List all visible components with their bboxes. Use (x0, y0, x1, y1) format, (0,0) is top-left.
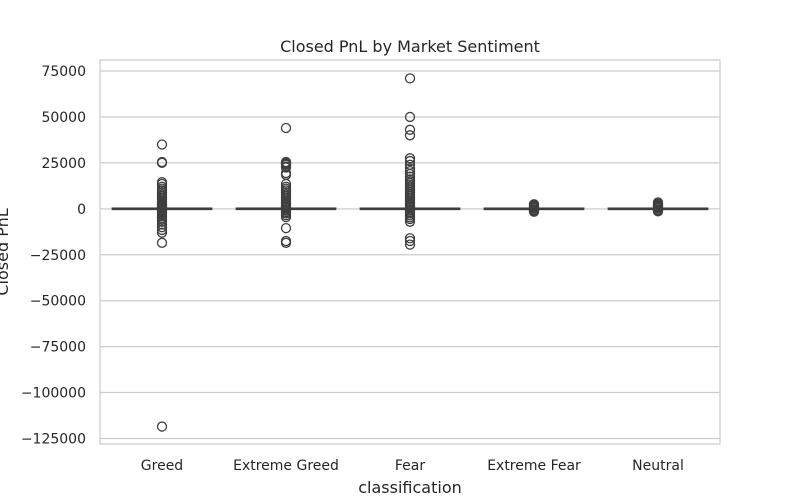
outlier-point (280, 211, 292, 223)
outlier-point (652, 206, 664, 217)
outlier-point (404, 233, 416, 244)
outlier-point (156, 178, 168, 190)
outlier-point (404, 239, 416, 250)
y-tick-label: −125000 (21, 431, 86, 447)
outlier-point (156, 237, 168, 248)
plot-frame (99, 59, 721, 445)
outlier-point (280, 237, 292, 248)
outlier-point (404, 163, 416, 174)
y-tick-label: −75000 (30, 340, 86, 356)
outlier-point (404, 171, 416, 182)
outlier-point (280, 222, 292, 234)
x-axis-ticks: Greed Extreme Greed Fear Extreme Fear Neutra… (141, 458, 684, 474)
outlier-point (156, 216, 168, 227)
y-tick-label: 0 (77, 202, 86, 218)
outlier-point (156, 219, 168, 230)
x-tick-label: Extreme Greed (233, 458, 339, 474)
outlier-point (156, 227, 168, 238)
y-axis-label: Closed PnL (0, 208, 12, 295)
outlier-point (156, 157, 168, 169)
y-tick-label: 25000 (41, 156, 86, 172)
y-tick-label: −25000 (30, 248, 86, 264)
outlier-point (404, 216, 416, 227)
outlier-point (404, 73, 416, 84)
outlier-point (156, 421, 168, 432)
outlier-point (404, 235, 416, 247)
y-tick-label: 75000 (41, 64, 86, 80)
y-tick-label: −50000 (30, 294, 86, 310)
x-tick-label: Greed (141, 458, 183, 474)
outlier-point (404, 155, 416, 167)
x-tick-label: Neutral (632, 458, 684, 474)
outlier-point (280, 178, 292, 190)
outlier-points (156, 73, 664, 432)
outlier-point (156, 222, 168, 233)
y-axis-ticks: 75000 50000 25000 0 −25000 −50000 −75000 −10000… (21, 64, 86, 447)
outlier-point (404, 166, 416, 177)
outlier-point (156, 224, 168, 236)
outlier-point (404, 124, 416, 135)
x-tick-label: Extreme Fear (487, 458, 581, 474)
chart-title: Closed PnL by Market Sentiment (280, 37, 540, 56)
x-tick-label: Fear (395, 458, 425, 474)
outlier-point (528, 206, 540, 217)
outlier-point (404, 111, 416, 123)
outlier-point (280, 122, 292, 134)
x-axis-label: classification (358, 478, 462, 497)
outlier-point (404, 130, 416, 141)
outlier-point (404, 153, 416, 164)
y-tick-label: 50000 (41, 110, 86, 126)
outlier-point (404, 213, 416, 225)
outlier-point (156, 139, 168, 150)
y-tick-label: −100000 (21, 386, 86, 402)
outlier-point (280, 162, 292, 173)
